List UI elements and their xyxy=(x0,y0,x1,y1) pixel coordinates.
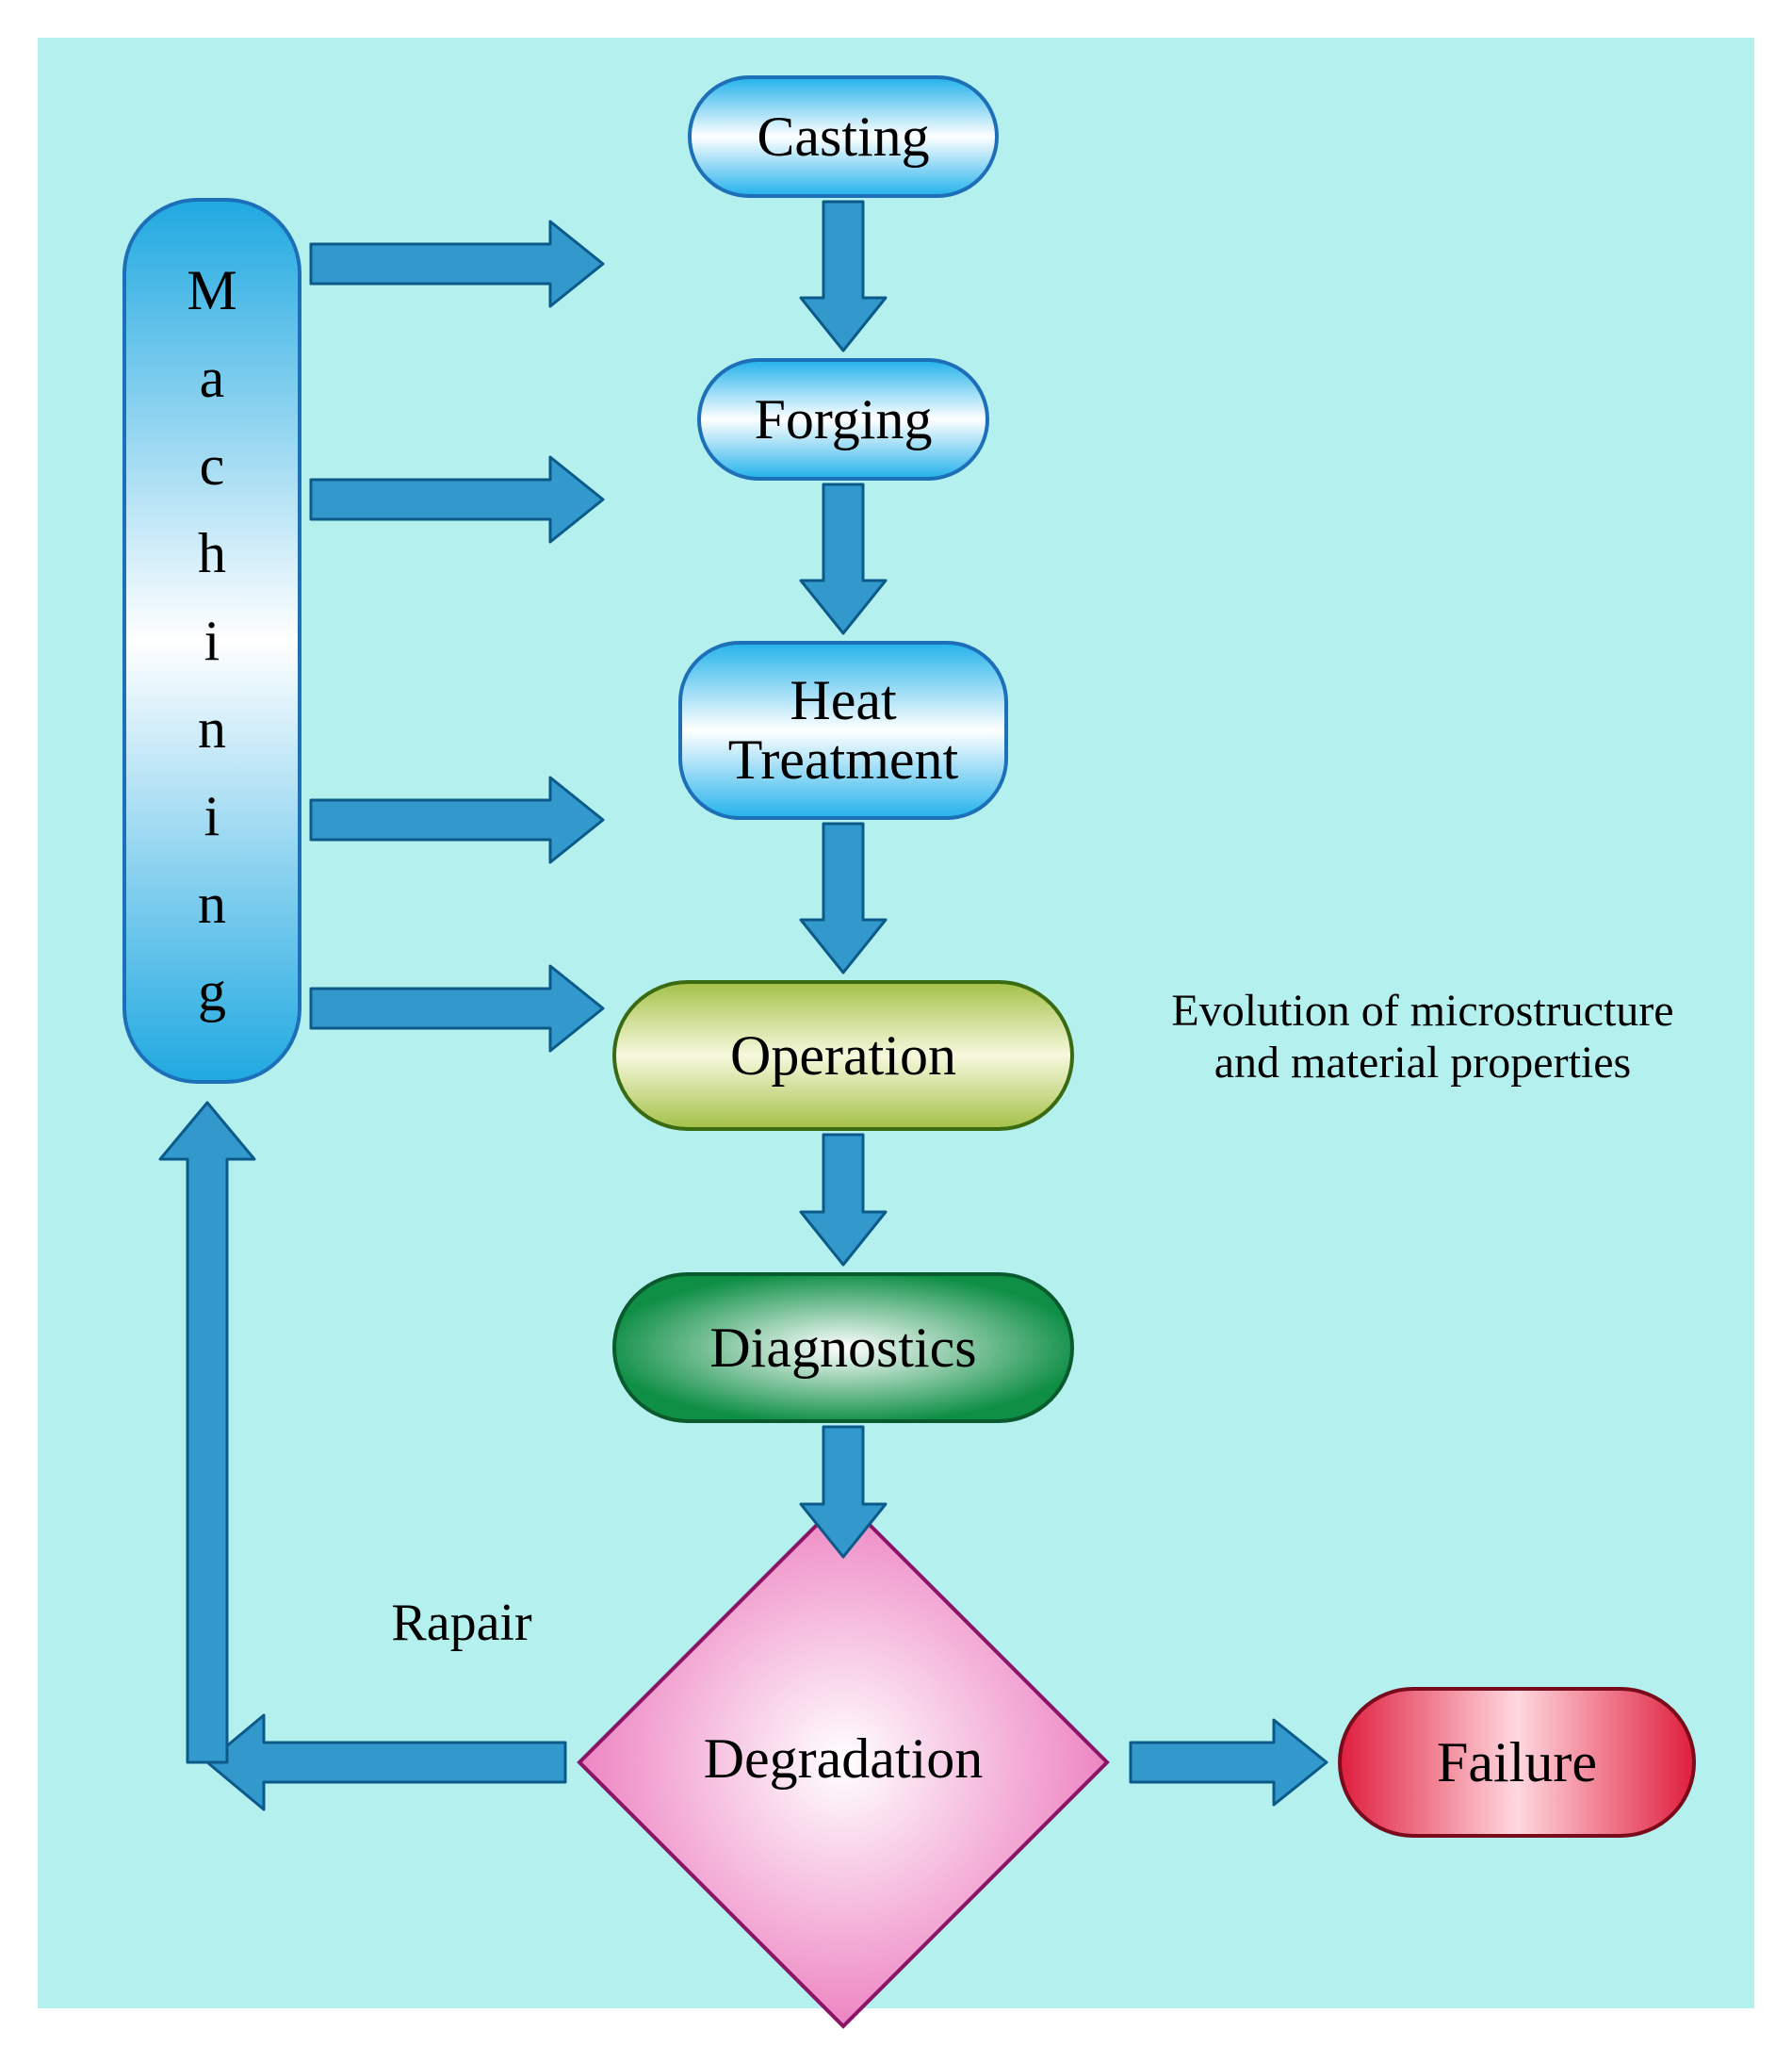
diagram-stage: Machining Casting Forging Heat Treatment… xyxy=(0,0,1792,2046)
arrows-layer xyxy=(0,0,1792,2046)
